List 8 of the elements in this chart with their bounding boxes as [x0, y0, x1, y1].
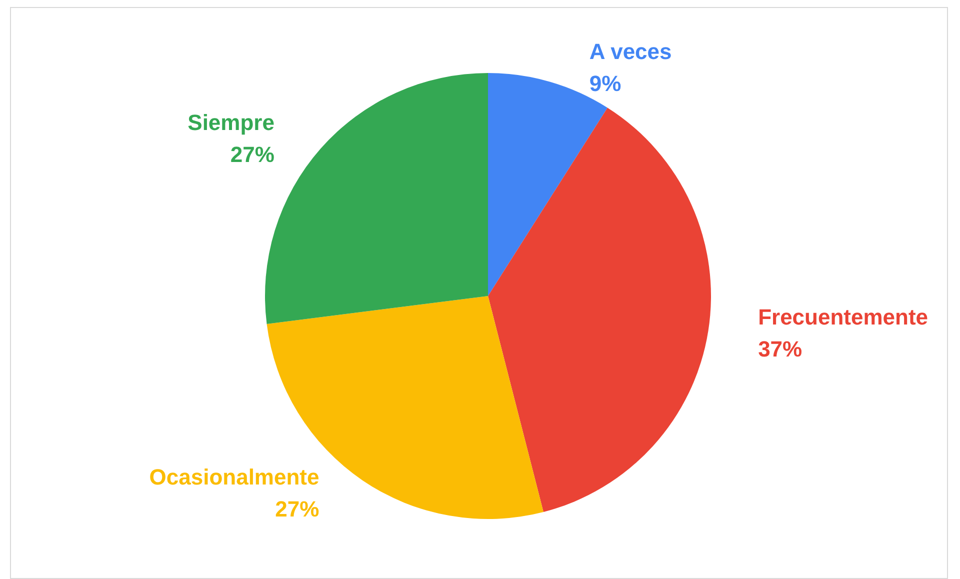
data-label: 37% — [758, 336, 802, 362]
slice-label: A veces — [589, 38, 672, 64]
slice-label: Frecuentemente — [758, 304, 928, 330]
data-label: 27% — [275, 496, 320, 522]
data-label: 9% — [589, 70, 622, 96]
slice-label: Ocasionalmente — [149, 464, 320, 490]
slice-label: Siempre — [188, 110, 274, 136]
data-label: 27% — [230, 142, 274, 168]
